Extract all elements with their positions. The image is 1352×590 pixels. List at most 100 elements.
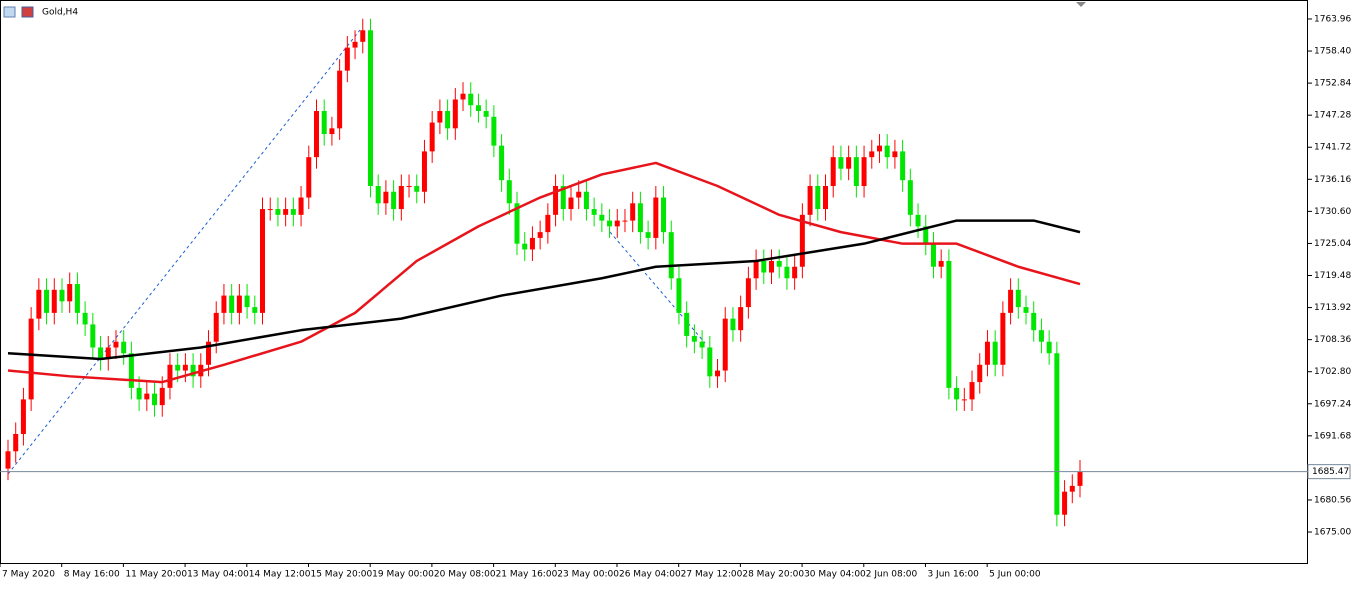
candle-body — [1054, 353, 1060, 515]
y-tick-label: 1702.80 — [1314, 367, 1351, 377]
candle-body — [1008, 289, 1014, 313]
candle-body — [514, 203, 520, 244]
candle-body — [707, 347, 713, 377]
x-tick-label: 27 May 12:00 — [681, 570, 743, 580]
y-tick-label: 1758.40 — [1314, 47, 1351, 57]
shift-marker — [1076, 2, 1086, 7]
y-tick-label: 1752.84 — [1314, 79, 1351, 89]
candle-body — [344, 47, 350, 71]
candle-body — [576, 191, 582, 198]
x-tick-label: 21 May 16:00 — [496, 570, 558, 580]
candle-body — [769, 260, 775, 273]
candle-body — [1000, 312, 1006, 365]
candle-body — [313, 111, 319, 158]
candle-body — [583, 191, 589, 210]
candle-body — [784, 266, 790, 279]
candle-body — [715, 370, 721, 377]
x-tick-label: 13 May 04:00 — [187, 570, 249, 580]
candle-body — [684, 312, 690, 336]
moving-average — [7, 219, 1081, 361]
candle-body — [306, 157, 312, 198]
candle-body — [961, 399, 967, 401]
candle-body — [144, 393, 150, 400]
candle-body — [229, 295, 235, 313]
moving-average — [7, 161, 1081, 384]
x-tick-label: 14 May 12:00 — [249, 570, 311, 580]
candle-body — [121, 341, 127, 354]
candle-body — [691, 335, 697, 342]
candle-body — [260, 209, 266, 313]
candle-body — [483, 111, 489, 117]
candle-body — [1062, 491, 1068, 515]
candle-body — [105, 347, 111, 360]
candle-body — [761, 260, 767, 273]
price-label-box — [1307, 464, 1351, 480]
candle-body — [468, 93, 474, 106]
x-tick-label: 11 May 20:00 — [125, 570, 187, 580]
candle-body — [267, 209, 273, 211]
candle-body — [406, 185, 412, 187]
candle-body — [28, 318, 34, 400]
candle-body — [190, 364, 196, 377]
candle-body — [182, 364, 188, 371]
candle-body — [452, 99, 458, 129]
candle-body — [275, 209, 281, 215]
candle-body — [568, 197, 574, 210]
candle-body — [460, 93, 466, 100]
candle-body — [537, 232, 543, 238]
candle-body — [329, 128, 335, 135]
x-tick-label: 15 May 20:00 — [310, 570, 372, 580]
y-tick-label: 1713.92 — [1314, 303, 1351, 313]
candle-body — [946, 260, 952, 388]
candle-body — [475, 105, 481, 112]
candle-body — [421, 151, 427, 192]
candle-body — [892, 151, 898, 158]
candle-body — [1023, 307, 1029, 313]
candle-body — [236, 295, 242, 313]
candle-body — [128, 353, 134, 388]
candle-body — [391, 191, 397, 210]
candle-body — [290, 209, 296, 215]
candle-body — [298, 197, 304, 215]
x-tick-label: 7 May 2020 — [2, 570, 55, 580]
candle-body — [630, 203, 636, 221]
x-tick-label: 23 May 00:00 — [557, 570, 619, 580]
candle-body — [98, 347, 104, 360]
candle-body — [653, 197, 659, 238]
candle-body — [5, 451, 11, 469]
y-tick-label: 1747.28 — [1314, 111, 1351, 121]
candle-body — [830, 157, 836, 186]
chart-title: Gold,H4 — [42, 8, 78, 18]
candle-body — [529, 237, 535, 250]
candle-body — [884, 145, 890, 158]
y-tick-label: 1675.00 — [1314, 528, 1351, 538]
candle-body — [1046, 341, 1052, 354]
candle-body — [722, 318, 728, 371]
price-label: 1685.47 — [1312, 467, 1349, 477]
candle-body — [907, 180, 913, 215]
candle-body — [244, 295, 250, 308]
candle-body — [923, 226, 929, 244]
candle-body — [59, 289, 65, 302]
candle-body — [954, 387, 960, 400]
candle-body — [1031, 312, 1037, 331]
x-tick-label: 5 Jun 00:00 — [989, 570, 1041, 580]
y-tick-label: 1697.24 — [1314, 399, 1351, 409]
x-tick-label: 28 May 20:00 — [742, 570, 804, 580]
candle-body — [175, 364, 181, 371]
candle-body — [1015, 289, 1021, 308]
candle-body — [838, 157, 844, 169]
y-tick-label: 1691.68 — [1314, 431, 1351, 441]
candle-body — [445, 111, 451, 129]
x-tick-label: 2 Jun 08:00 — [866, 570, 918, 580]
candle-body — [900, 151, 906, 181]
candle-body — [90, 324, 96, 348]
candle-body — [13, 433, 19, 452]
candle-body — [861, 157, 867, 186]
candle-body — [869, 151, 875, 158]
candle-body — [799, 214, 805, 267]
candle-body — [36, 289, 42, 319]
y-tick-label: 1708.36 — [1314, 335, 1351, 345]
candle-body — [1038, 330, 1044, 342]
candle-body — [591, 209, 597, 215]
